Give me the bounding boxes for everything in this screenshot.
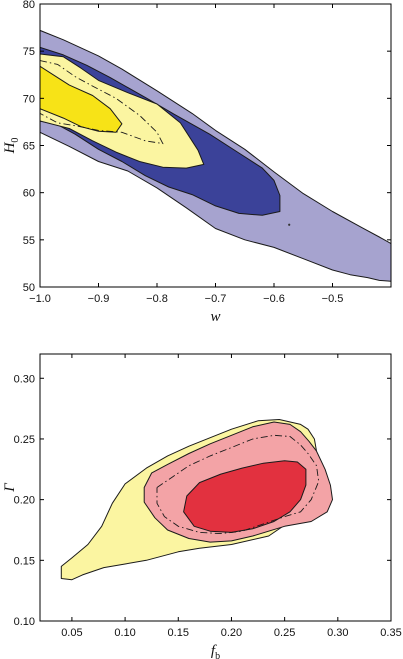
y-tick-label: 65 [23, 141, 35, 153]
plot-area [40, 29, 391, 282]
y-tick-label: 55 [23, 235, 35, 247]
y-tick-label: 0.10 [14, 616, 35, 628]
x-tick-label: −0.8 [146, 293, 168, 305]
x-tick-label: 0.25 [274, 627, 295, 639]
y-tick-label: 0.25 [14, 434, 35, 446]
y-tick-label: 0.30 [14, 373, 35, 385]
x-tick-label: 0.30 [327, 627, 348, 639]
x-tick-label: −0.5 [322, 293, 344, 305]
x-tick-label: −0.7 [205, 293, 227, 305]
w-axis-label: w [210, 309, 220, 325]
y-tick-label: 0.15 [14, 555, 35, 567]
x-tick-label: 0.10 [114, 627, 135, 639]
y-tick-label: 50 [23, 282, 35, 294]
h0-axis-label: H0 [2, 138, 21, 155]
contour-region-yellow-outer [40, 53, 205, 169]
dash-dot-contour-0 [40, 60, 164, 145]
marker-point [288, 223, 291, 226]
x-tick-label: 0.05 [61, 627, 82, 639]
plot-frame [39, 353, 392, 622]
contour-region-inner [183, 460, 307, 533]
gamma-axis-label: Γ [2, 482, 18, 493]
dash-dot-contour-0 [156, 434, 320, 535]
y-tick-label: 80 [23, 0, 35, 11]
bottom-contour-plot: 0.05 0.10 0.15 0.20 0.25 0.30 0.35 0.10 0.15 0.20… [2, 353, 402, 659]
plot-area [60, 419, 333, 581]
fb-axis-label: fb [211, 643, 220, 659]
contour-region-yellow-inner [40, 65, 123, 133]
top-contour-plot: −1.0 −0.9 −0.8 −0.7 −0.6 −0.5 50 55 60 65 70 75 80 w H… [2, 0, 392, 325]
x-tick-label: 0.15 [168, 627, 189, 639]
y-tick-label: 0.20 [14, 495, 35, 507]
x-tick-label: −0.6 [263, 293, 285, 305]
y-tick-label: 60 [23, 188, 35, 200]
y-tick-label: 75 [23, 46, 35, 58]
y-tick-label: 70 [23, 93, 35, 105]
x-tick-label: −0.9 [88, 293, 110, 305]
x-tick-label: −1.0 [29, 293, 51, 305]
x-tick-label: 0.20 [221, 627, 242, 639]
x-tick-label: 0.35 [380, 627, 401, 639]
